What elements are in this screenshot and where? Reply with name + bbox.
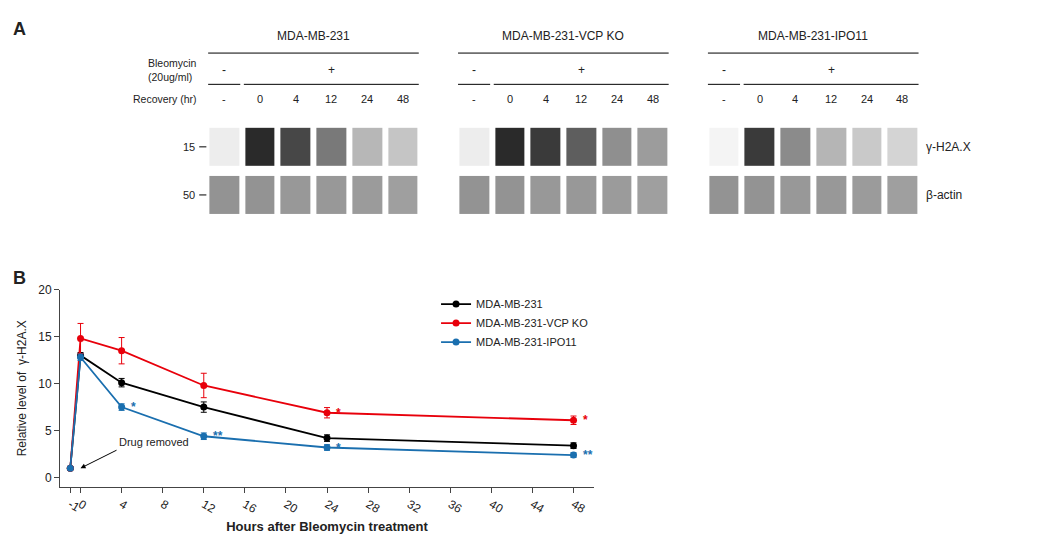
svg-text:*: * xyxy=(583,413,588,427)
svg-text:B: B xyxy=(13,268,26,288)
svg-text:12: 12 xyxy=(575,93,587,105)
svg-text:24: 24 xyxy=(861,93,873,105)
svg-text:Relative level of γ-H2A.X: Relative level of γ-H2A.X xyxy=(15,320,29,456)
svg-text:-: - xyxy=(472,63,476,77)
svg-text:16: 16 xyxy=(240,497,259,516)
svg-text:Recovery (hr): Recovery (hr) xyxy=(133,93,197,105)
svg-text:Hours after Bleomycin treatmen: Hours after Bleomycin treatment xyxy=(226,519,428,534)
svg-text:0: 0 xyxy=(757,93,763,105)
svg-text:0: 0 xyxy=(507,93,513,105)
svg-text:**: ** xyxy=(583,448,593,462)
svg-text:*: * xyxy=(131,400,136,414)
svg-text:40: 40 xyxy=(487,497,506,516)
svg-text:12: 12 xyxy=(199,497,218,516)
svg-text:MDA-MB-231-IPO11: MDA-MB-231-IPO11 xyxy=(476,336,577,348)
svg-text:*: * xyxy=(336,406,341,420)
svg-text:8: 8 xyxy=(158,497,171,513)
svg-text:48: 48 xyxy=(896,93,908,105)
svg-text:-: - xyxy=(222,63,226,77)
svg-text:4: 4 xyxy=(293,93,299,105)
svg-text:15: 15 xyxy=(183,141,195,153)
svg-text:γ-H2A.X: γ-H2A.X xyxy=(926,140,971,154)
svg-text:MDA-MB-231: MDA-MB-231 xyxy=(476,298,543,310)
svg-text:0: 0 xyxy=(76,497,89,513)
svg-text:-: - xyxy=(722,93,726,105)
svg-text:24: 24 xyxy=(323,497,342,516)
svg-text:β-actin: β-actin xyxy=(926,188,962,202)
svg-text:32: 32 xyxy=(405,497,424,516)
svg-text:48: 48 xyxy=(569,497,588,516)
svg-text:Bleomycin(20ug/ml): Bleomycin(20ug/ml) xyxy=(148,57,197,83)
svg-text:10: 10 xyxy=(38,377,52,391)
svg-text:24: 24 xyxy=(361,93,373,105)
svg-text:50: 50 xyxy=(183,189,195,201)
svg-text:12: 12 xyxy=(325,93,337,105)
svg-text:44: 44 xyxy=(528,497,547,516)
svg-text:MDA-MB-231-IPO11: MDA-MB-231-IPO11 xyxy=(758,29,868,43)
svg-text:28: 28 xyxy=(364,497,383,516)
svg-text:*: * xyxy=(336,441,341,455)
svg-text:48: 48 xyxy=(397,93,409,105)
svg-text:+: + xyxy=(328,63,335,77)
svg-text:-: - xyxy=(722,63,726,77)
svg-text:36: 36 xyxy=(446,497,465,516)
svg-text:-: - xyxy=(472,93,476,105)
svg-text:0: 0 xyxy=(257,93,263,105)
svg-text:+: + xyxy=(578,63,585,77)
svg-text:Drug removed: Drug removed xyxy=(119,436,189,448)
svg-text:-1: -1 xyxy=(66,497,83,515)
svg-text:MDA-MB-231-VCP KO: MDA-MB-231-VCP KO xyxy=(502,29,624,43)
svg-text:20: 20 xyxy=(38,283,52,297)
svg-text:-: - xyxy=(222,93,226,105)
svg-text:A: A xyxy=(13,19,26,39)
svg-text:5: 5 xyxy=(45,424,52,438)
svg-text:4: 4 xyxy=(117,497,130,513)
svg-text:+: + xyxy=(828,63,835,77)
svg-text:0: 0 xyxy=(45,471,52,485)
svg-text:48: 48 xyxy=(647,93,659,105)
svg-text:20: 20 xyxy=(281,497,300,516)
svg-text:**: ** xyxy=(213,429,223,443)
svg-text:12: 12 xyxy=(825,93,837,105)
svg-text:MDA-MB-231: MDA-MB-231 xyxy=(277,29,350,43)
svg-text:MDA-MB-231-VCP KO: MDA-MB-231-VCP KO xyxy=(476,317,588,329)
svg-text:4: 4 xyxy=(543,93,549,105)
svg-text:15: 15 xyxy=(38,330,52,344)
svg-text:24: 24 xyxy=(611,93,623,105)
svg-text:4: 4 xyxy=(792,93,798,105)
